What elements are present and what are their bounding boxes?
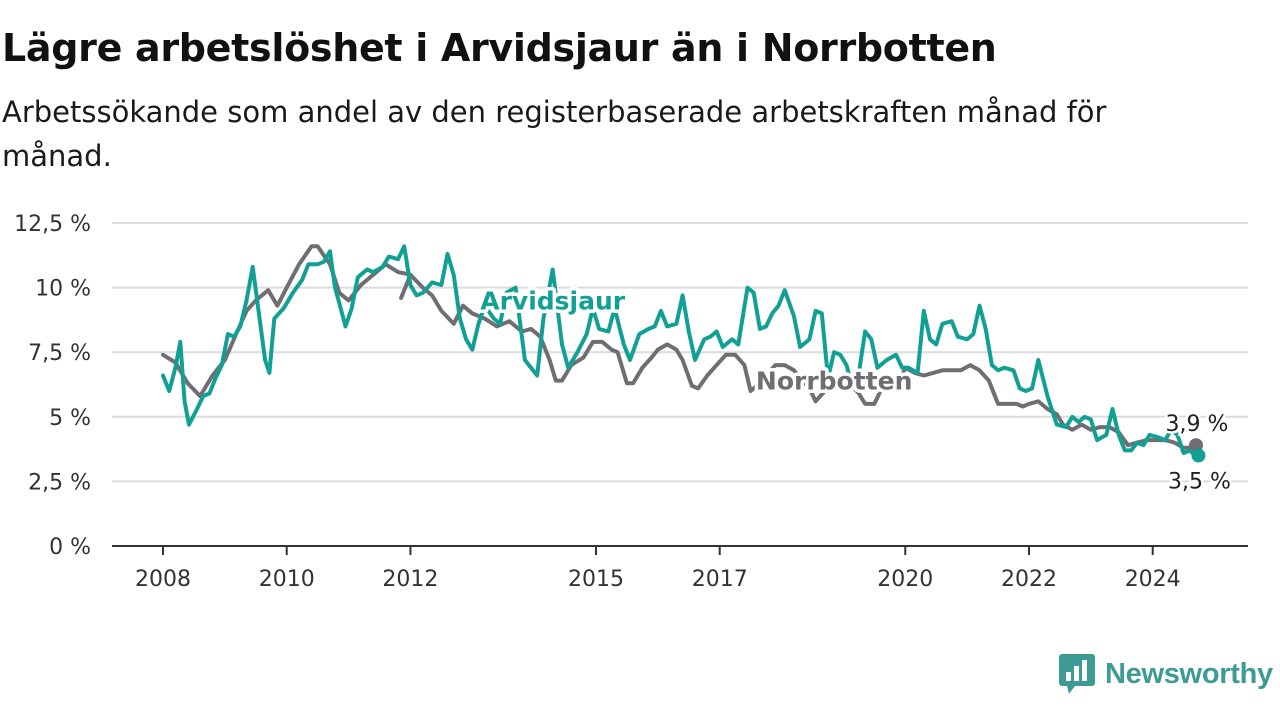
series-line-norrbotten: [161, 244, 1198, 450]
x-tick-label: 2010: [259, 567, 315, 592]
chart-title: Lägre arbetslöshet i Arvidsjaur än i Nor…: [2, 26, 997, 70]
y-tick-label: 2,5 %: [28, 470, 91, 495]
series-lines: [161, 244, 1201, 458]
y-axis-tick-labels: 0 % 2,5 % 5 % 7,5 % 10 % 12,5 %: [14, 212, 91, 560]
y-tick-label: 10 %: [35, 277, 91, 302]
end-label-norrbotten: 3,9 %: [1166, 412, 1229, 437]
x-tick-label: 2017: [692, 567, 748, 592]
y-tick-label: 12,5 %: [14, 212, 91, 237]
newsworthy-brand[interactable]: Newsworthy: [1059, 654, 1273, 694]
x-tick-label: 2020: [877, 567, 933, 592]
series-label-arvidsjaur: Arvidsjaur: [480, 287, 626, 316]
x-tick-label: 2012: [382, 567, 438, 592]
series-label-norrbotten: Norrbotten: [756, 367, 912, 396]
newsworthy-logo-icon: [1059, 654, 1095, 694]
grid-lines: [112, 222, 1248, 483]
y-tick-label: 5 %: [49, 406, 91, 431]
x-tick-label: 2022: [1001, 567, 1057, 592]
x-tick-label: 2008: [135, 567, 191, 592]
series-labels: 3,9 % 3,5 % Arvidsjaur Norrbotten: [477, 283, 1234, 497]
y-tick-label: 7,5 %: [28, 341, 91, 366]
x-tick-label: 2024: [1125, 567, 1181, 592]
y-tick-label: 0 %: [49, 535, 91, 560]
end-label-arvidsjaur: 3,5 %: [1168, 470, 1231, 495]
chart-subtitle: Arbetssökande som andel av den registerb…: [2, 95, 1107, 173]
x-tick-label: 2015: [568, 567, 624, 592]
series-line-arvidsjaur: [161, 244, 1201, 458]
end-point-arvidsjaur: [1191, 448, 1206, 463]
brand-name: Newsworthy: [1105, 657, 1273, 690]
x-axis: 2008 2010 2012 2015 2017 2020 2022 2024: [112, 545, 1248, 592]
